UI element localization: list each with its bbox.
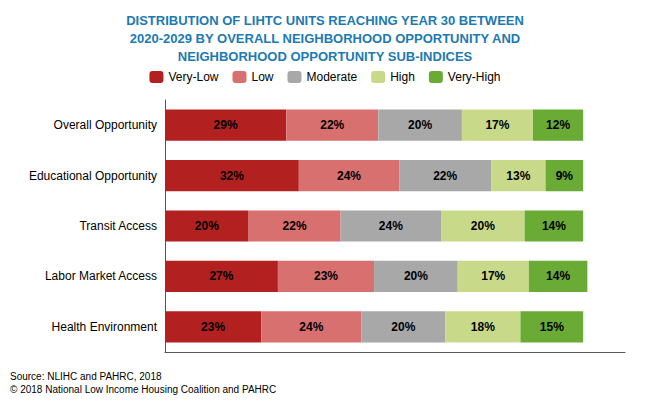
svg-text:Very-Low: Very-Low — [168, 70, 218, 84]
svg-text:14%: 14% — [546, 269, 570, 283]
svg-text:22%: 22% — [283, 219, 307, 233]
svg-text:Health Environment: Health Environment — [52, 320, 158, 334]
svg-text:24%: 24% — [299, 320, 323, 334]
svg-text:17%: 17% — [485, 118, 509, 132]
svg-text:NEIGHBORHOOD OPPORTUNITY SUB-I: NEIGHBORHOOD OPPORTUNITY SUB-INDICES — [178, 49, 473, 64]
svg-text:24%: 24% — [337, 169, 361, 183]
svg-text:20%: 20% — [195, 219, 219, 233]
svg-text:High: High — [390, 70, 415, 84]
svg-text:32%: 32% — [220, 169, 244, 183]
svg-text:Transit Access: Transit Access — [79, 219, 157, 233]
svg-text:14%: 14% — [542, 219, 566, 233]
svg-text:20%: 20% — [391, 320, 415, 334]
svg-text:20%: 20% — [408, 118, 432, 132]
svg-text:23%: 23% — [314, 269, 338, 283]
svg-text:29%: 29% — [214, 118, 238, 132]
svg-text:17%: 17% — [481, 269, 505, 283]
svg-text:DISTRIBUTION OF LIHTC UNITS RE: DISTRIBUTION OF LIHTC UNITS REACHING YEA… — [126, 13, 524, 28]
svg-text:22%: 22% — [433, 169, 457, 183]
svg-text:18%: 18% — [471, 320, 495, 334]
svg-text:Educational Opportunity: Educational Opportunity — [29, 169, 157, 183]
svg-text:20%: 20% — [471, 219, 495, 233]
svg-text:Very-High: Very-High — [448, 70, 501, 84]
svg-text:9%: 9% — [556, 169, 574, 183]
svg-text:15%: 15% — [540, 320, 564, 334]
svg-text:Source: NLIHC and PAHRC, 2018: Source: NLIHC and PAHRC, 2018 — [10, 371, 162, 382]
svg-text:Moderate: Moderate — [306, 70, 357, 84]
svg-text:23%: 23% — [201, 320, 225, 334]
svg-text:13%: 13% — [506, 169, 530, 183]
svg-text:Labor Market Access: Labor Market Access — [45, 269, 157, 283]
svg-text:27%: 27% — [209, 269, 233, 283]
svg-text:© 2018 National Low Income Hou: © 2018 National Low Income Housing Coali… — [10, 384, 276, 395]
svg-text:2020-2029 BY OVERALL NEIGHBORH: 2020-2029 BY OVERALL NEIGHBORHOOD OPPORT… — [130, 31, 520, 46]
svg-text:Overall Opportunity: Overall Opportunity — [54, 118, 157, 132]
svg-text:20%: 20% — [404, 269, 428, 283]
svg-text:Low: Low — [251, 70, 273, 84]
svg-text:22%: 22% — [320, 118, 344, 132]
svg-text:12%: 12% — [546, 118, 570, 132]
svg-text:24%: 24% — [379, 219, 403, 233]
